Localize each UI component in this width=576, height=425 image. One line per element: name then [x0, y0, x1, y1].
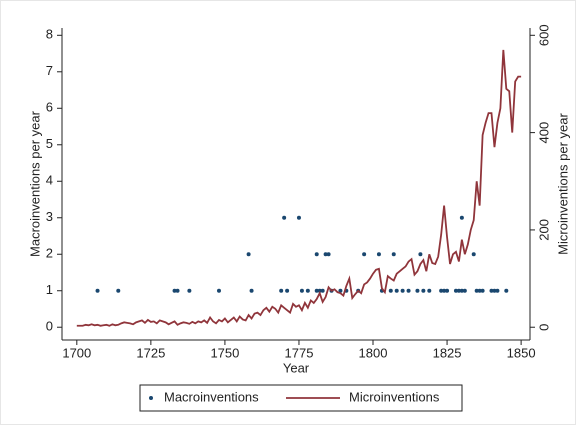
macro-point [459, 215, 464, 220]
macro-point [187, 288, 192, 293]
y-axis-title: Macroinventions per year [27, 110, 42, 257]
x-tick-label: 1775 [285, 345, 314, 360]
y-tick-label: 7 [46, 63, 53, 78]
macro-point [320, 288, 325, 293]
macro-point [285, 288, 290, 293]
macro-point [406, 288, 411, 293]
macro-point [391, 252, 396, 257]
macro-point [445, 288, 450, 293]
y-tick-label: 4 [46, 173, 53, 188]
macro-point [471, 252, 476, 257]
macro-point [323, 252, 328, 257]
macro-point [116, 288, 121, 293]
macro-point [456, 288, 461, 293]
macro-point [480, 288, 485, 293]
macro-point [415, 288, 420, 293]
x-tick-label: 1825 [433, 345, 462, 360]
y2-tick-label: 600 [536, 24, 551, 46]
macro-point [216, 288, 221, 293]
y-tick-label: 1 [46, 282, 53, 297]
macro-point [172, 288, 177, 293]
x-tick-label: 1700 [62, 345, 91, 360]
macro-point [421, 288, 426, 293]
y-tick-label: 0 [46, 319, 53, 334]
macro-point [504, 288, 509, 293]
legend-label: Macroinventions [164, 389, 259, 404]
x-tick-label: 1750 [210, 345, 239, 360]
macro-point [477, 288, 482, 293]
macro-point [338, 288, 343, 293]
macro-point [394, 288, 399, 293]
y-tick-label: 5 [46, 136, 53, 151]
y2-tick-label: 200 [536, 219, 551, 241]
legend-marker [149, 396, 153, 400]
x-tick-label: 1725 [136, 345, 165, 360]
y2-tick-label: 400 [536, 122, 551, 144]
macro-point [453, 288, 458, 293]
macro-point [495, 288, 500, 293]
macro-point [95, 288, 100, 293]
macro-point [246, 252, 251, 257]
x-axis-title: Year [283, 360, 310, 375]
macro-point [418, 252, 423, 257]
y-tick-label: 8 [46, 27, 53, 42]
macro-point [400, 288, 405, 293]
macro-point [459, 288, 464, 293]
macro-point [314, 252, 319, 257]
macro-point [439, 288, 444, 293]
macro-point [442, 288, 447, 293]
x-tick-label: 1800 [359, 345, 388, 360]
macro-point [427, 288, 432, 293]
macro-point [282, 215, 287, 220]
y2-axis-title: Microinventions per year [555, 113, 570, 255]
macro-point [249, 288, 254, 293]
macro-point [279, 288, 284, 293]
macro-point [376, 252, 381, 257]
macro-point [474, 288, 479, 293]
y-tick-label: 3 [46, 209, 53, 224]
macro-point [299, 288, 304, 293]
micro-line [76, 49, 522, 327]
x-tick-label: 1850 [507, 345, 536, 360]
macro-point [388, 288, 393, 293]
macro-point [462, 288, 467, 293]
macro-point [489, 288, 494, 293]
macro-point [175, 288, 180, 293]
macro-point [326, 252, 331, 257]
macro-point [314, 288, 319, 293]
macro-point [317, 288, 322, 293]
macro-point [305, 288, 310, 293]
macro-point [362, 252, 367, 257]
macro-point [492, 288, 497, 293]
y-tick-label: 6 [46, 100, 53, 115]
y-tick-label: 2 [46, 246, 53, 261]
macro-point [296, 215, 301, 220]
y2-tick-label: 0 [536, 324, 551, 331]
legend-label: Microinventions [349, 389, 440, 404]
